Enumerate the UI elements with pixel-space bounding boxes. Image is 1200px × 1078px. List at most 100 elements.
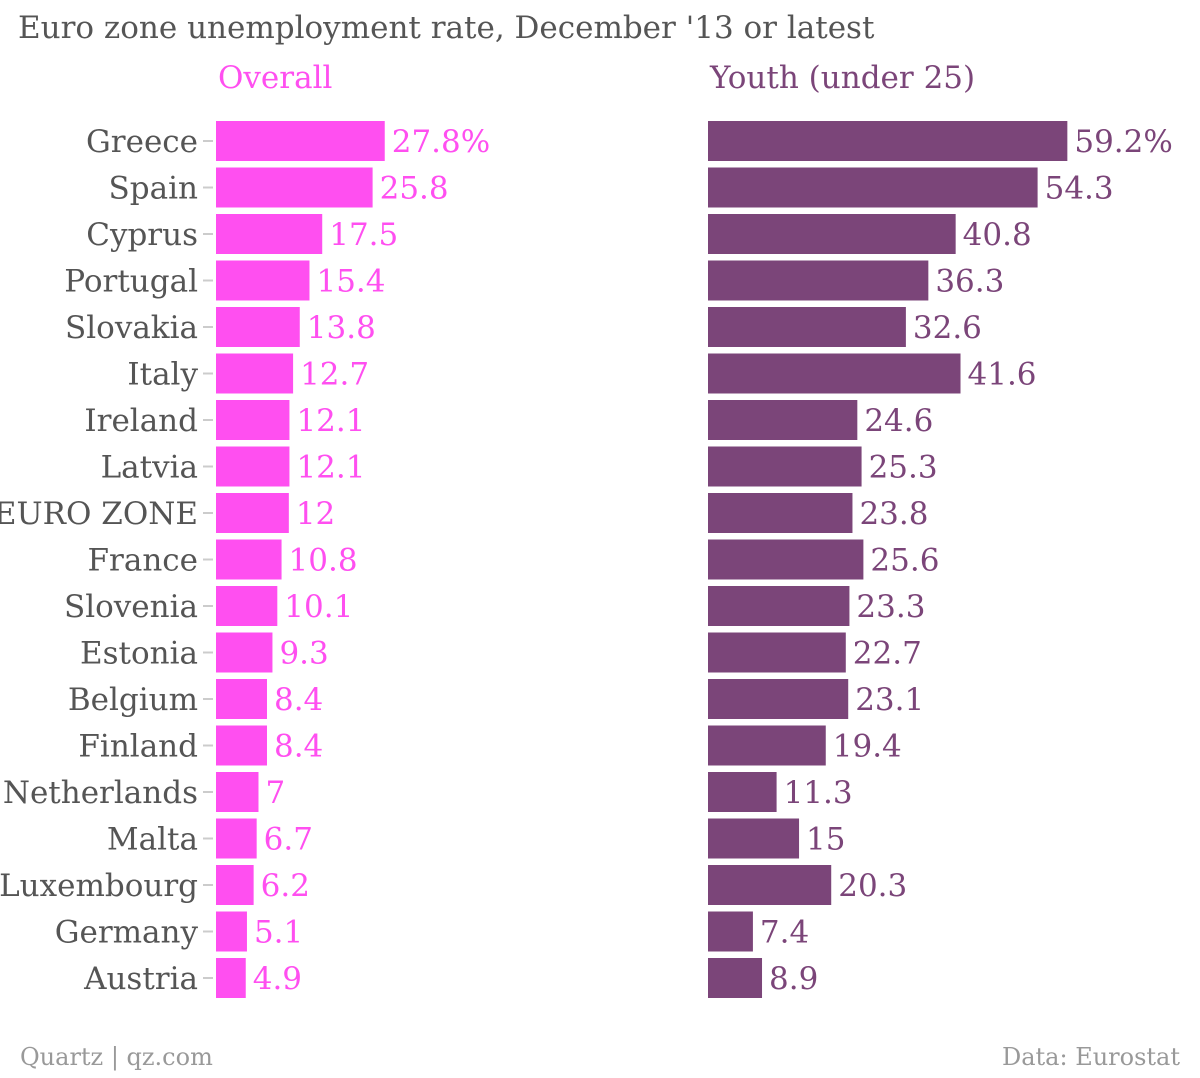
overall-bar [216,307,300,347]
overall-value-label: 8.4 [274,682,323,718]
overall-bar [216,865,254,905]
youth-bar [708,307,906,347]
overall-value-label: 15.4 [316,264,385,300]
youth-value-label: 25.6 [870,543,939,579]
overall-bar [216,679,267,719]
overall-value-label: 13.8 [307,310,376,346]
youth-value-label: 25.3 [869,450,938,486]
overall-bar [216,586,278,626]
category-label: Slovakia [65,310,198,346]
youth-bar [708,865,832,905]
youth-value-label: 59.2% [1074,124,1172,160]
category-label: Slovenia [64,589,198,625]
youth-bar [708,818,800,859]
overall-bar [216,353,294,394]
youth-bar [708,725,826,766]
youth-bar [708,679,849,719]
overall-bar [216,772,259,812]
overall-bar [216,725,267,766]
youth-bar [708,958,763,998]
youth-bar [708,400,858,440]
chart-title: Euro zone unemployment rate, December '1… [18,10,875,46]
category-label: Portugal [64,264,198,300]
youth-panel-title: Youth (under 25) [710,60,976,96]
overall-value-label: 12.1 [296,403,365,439]
overall-bar [216,260,310,301]
youth-bar [708,260,929,301]
overall-value-label: 4.9 [253,961,302,997]
overall-value-label: 6.2 [261,868,310,904]
youth-bar [708,539,864,580]
youth-bar [708,167,1038,208]
overall-value-label: 12.7 [300,357,369,393]
overall-value-label: 12 [296,496,335,532]
youth-value-label: 54.3 [1045,171,1114,207]
youth-bar [708,446,862,487]
overall-value-label: 9.3 [279,636,328,672]
youth-value-label: 22.7 [853,636,922,672]
overall-value-label: 7 [265,775,285,811]
overall-value-label: 25.8 [380,171,449,207]
category-label: Latvia [101,450,198,486]
youth-value-label: 11.3 [784,775,853,811]
overall-panel-title: Overall [218,60,333,96]
overall-bar [216,632,273,673]
overall-value-label: 12.1 [296,450,365,486]
youth-bar [708,353,961,394]
youth-bar [708,493,853,533]
youth-value-label: 23.1 [855,682,924,718]
category-label: Estonia [80,636,198,672]
youth-bar [708,632,846,673]
category-label: Austria [83,961,198,997]
youth-value-label: 15 [806,822,845,858]
overall-value-label: 10.1 [284,589,353,625]
youth-value-label: 36.3 [935,264,1004,300]
category-label: France [88,543,198,579]
category-label: Cyprus [86,217,198,253]
youth-bar [708,214,956,254]
youth-value-label: 20.3 [838,868,907,904]
youth-bar [708,772,777,812]
youth-value-label: 41.6 [968,357,1037,393]
source-credit: Quartz | qz.com [20,1043,213,1071]
category-label: Ireland [84,403,198,439]
category-label: Italy [127,357,198,393]
youth-value-label: 19.4 [833,729,902,765]
overall-bar [216,539,282,580]
data-source: Data: Eurostat [1001,1043,1180,1071]
overall-bar [216,167,373,208]
category-label: Germany [55,915,199,951]
youth-value-label: 7.4 [760,915,809,951]
youth-bar [708,586,850,626]
overall-value-label: 10.8 [289,543,358,579]
category-label: Greece [86,124,198,160]
overall-bar [216,911,247,952]
youth-bar [708,911,753,952]
overall-value-label: 5.1 [254,915,303,951]
category-label: Belgium [68,682,198,718]
category-label: Finland [78,729,198,765]
overall-value-label: 6.7 [264,822,313,858]
category-label: Netherlands [3,775,198,811]
overall-bar [216,121,385,161]
overall-value-label: 8.4 [274,729,323,765]
category-label: Spain [109,171,198,207]
youth-value-label: 23.8 [859,496,928,532]
category-label: EURO ZONE [0,496,198,532]
category-label: Malta [107,822,198,858]
youth-value-label: 40.8 [963,217,1032,253]
overall-value-label: 17.5 [329,217,398,253]
youth-value-label: 8.9 [769,961,818,997]
overall-bar [216,818,257,859]
category-label: Luxembourg [0,868,198,904]
youth-value-label: 24.6 [864,403,933,439]
youth-value-label: 32.6 [913,310,982,346]
overall-value-label: 27.8% [392,124,490,160]
overall-bar [216,493,289,533]
youth-value-label: 23.3 [856,589,925,625]
youth-bar [708,121,1068,161]
overall-bar [216,958,246,998]
overall-bar [216,446,290,487]
overall-bar [216,214,323,254]
